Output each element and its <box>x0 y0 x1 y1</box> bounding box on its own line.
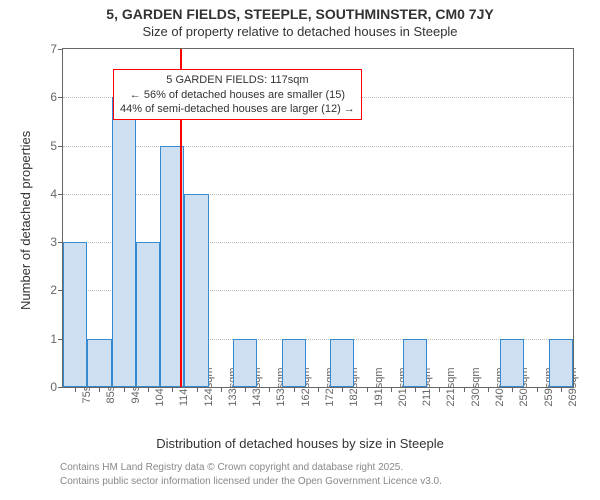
chart-container: 5, GARDEN FIELDS, STEEPLE, SOUTHMINSTER,… <box>0 0 600 500</box>
bar <box>87 339 111 387</box>
plot-area: 0123456775sqm85sqm94sqm104sqm114sqm124sq… <box>62 48 574 388</box>
x-tick-label: 230sqm <box>464 367 482 406</box>
title-sub: Size of property relative to detached ho… <box>0 24 600 39</box>
y-tick-label: 3 <box>50 235 63 249</box>
annotation-line-2: ← 56% of detached houses are smaller (15… <box>120 88 355 102</box>
bar <box>500 339 524 387</box>
bar <box>184 194 208 387</box>
y-tick-label: 6 <box>50 90 63 104</box>
x-axis-title: Distribution of detached houses by size … <box>0 436 600 451</box>
annotation-line-1: 5 GARDEN FIELDS: 117sqm <box>120 73 355 87</box>
bar <box>63 242 87 387</box>
x-tick-label: 191sqm <box>367 367 385 406</box>
x-tick-label: 221sqm <box>439 367 457 406</box>
y-tick-label: 2 <box>50 283 63 297</box>
footer-copyright-1: Contains HM Land Registry data © Crown c… <box>60 462 403 473</box>
y-tick-label: 1 <box>50 332 63 346</box>
bar <box>403 339 427 387</box>
bar <box>136 242 160 387</box>
gridline-h <box>63 194 573 195</box>
bar <box>112 97 136 387</box>
bar <box>330 339 354 387</box>
title-main: 5, GARDEN FIELDS, STEEPLE, SOUTHMINSTER,… <box>0 6 600 22</box>
annotation-line-3: 44% of semi-detached houses are larger (… <box>120 102 355 116</box>
y-tick-label: 5 <box>50 139 63 153</box>
y-tick-label: 4 <box>50 187 63 201</box>
bar <box>282 339 306 387</box>
gridline-h <box>63 146 573 147</box>
y-axis-title: Number of detached properties <box>18 131 33 310</box>
y-tick-label: 7 <box>50 42 63 56</box>
bar <box>549 339 573 387</box>
bar <box>233 339 257 387</box>
footer-copyright-2: Contains public sector information licen… <box>60 476 442 487</box>
annotation-box: 5 GARDEN FIELDS: 117sqm← 56% of detached… <box>113 69 362 120</box>
y-tick-label: 0 <box>50 380 63 394</box>
